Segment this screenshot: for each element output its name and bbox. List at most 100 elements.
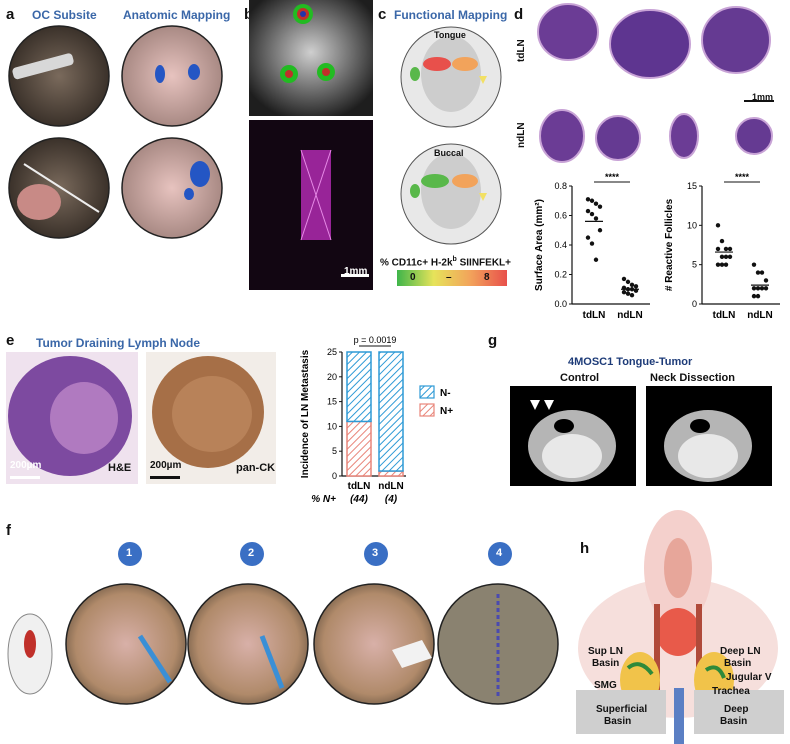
deep-basin-box — [694, 690, 784, 734]
rf-point — [751, 262, 757, 267]
sa-point — [597, 204, 603, 209]
step-1-badge — [118, 542, 142, 566]
rf-point — [715, 262, 721, 267]
step-1-photo — [65, 583, 187, 705]
oc-subsite-title: OC Subsite — [32, 8, 97, 22]
superficial-label: Superficial — [596, 704, 648, 715]
sa-ytick-label: 0.8 — [554, 181, 567, 191]
rf-point — [723, 262, 729, 267]
panel-c-maps — [400, 26, 502, 245]
sa-point — [629, 292, 635, 298]
panel-b-label: b — [244, 6, 254, 23]
sa-ytick-label: 0.4 — [554, 240, 567, 250]
sa-point — [585, 208, 591, 214]
lnm-ytick-label: 0 — [332, 471, 337, 481]
tongue-node-green — [410, 67, 420, 81]
buccal-node-orange — [452, 174, 478, 188]
superficial-basin-label: Basin — [604, 716, 632, 727]
lnm-bar-n-minus — [346, 351, 372, 423]
surface-area-chart: 0.0 0.2 0.4 0.6 0.8 Surface Area (mm²) tdLN ndL… — [534, 172, 650, 321]
he-scale-bar: 200µm — [10, 460, 42, 471]
step-3-photo — [313, 583, 435, 705]
rf-x-label: ndLN — [747, 310, 773, 321]
trachea-shape — [674, 688, 684, 744]
oc-photo-bottom — [8, 137, 110, 239]
tongue-node-yellow — [479, 76, 487, 84]
lnm-percent-label: (44) — [350, 494, 368, 505]
colorbar-min: 0 — [410, 272, 416, 283]
sa-point — [597, 228, 603, 233]
rf-point — [727, 254, 733, 259]
lnm-legend-swatch — [419, 385, 435, 399]
sa-point — [593, 201, 599, 206]
sa-point — [621, 276, 627, 282]
colorbar — [397, 270, 507, 286]
lnm-ytick-label: 20 — [327, 372, 337, 382]
lnm-percent-label: (4) — [385, 494, 398, 505]
rf-point — [719, 238, 725, 244]
panel-a-label: a — [6, 6, 15, 23]
sa-y-label: Surface Area (mm²) — [534, 199, 545, 291]
ln-metastasis-chart: 0 5 10 15 20 25 Incidence of LN Metastasis tdLN… — [300, 335, 453, 505]
deep-ln-label: Deep LN — [720, 646, 761, 657]
panel-d-scale-bar: 1mm — [752, 92, 774, 102]
tongue-node-orange — [452, 57, 478, 71]
lnm-p-value: p = 0.0019 — [354, 335, 397, 345]
rf-point — [715, 223, 721, 228]
lnm-ytick-label: 25 — [327, 347, 337, 357]
sa-point — [585, 235, 591, 240]
sa-point — [621, 290, 627, 295]
lnm-bar-n-plus — [346, 420, 372, 477]
step-4-badge — [488, 542, 512, 566]
superficial-basin-box — [576, 690, 666, 734]
lnm-legend-label: N- — [440, 388, 451, 399]
rf-x-label: tdLN — [713, 310, 736, 321]
panel-e-histology — [6, 352, 276, 484]
rf-point — [727, 246, 733, 252]
panel-f-label: f — [6, 522, 11, 539]
rf-point — [715, 246, 721, 252]
reactive-follicles-chart: 0 5 10 15 # Reactive Follicles tdLN ndLN **** — [664, 172, 780, 321]
panel-d-histology — [537, 3, 774, 163]
pan-ck-scale-bar: 200µm — [150, 460, 182, 471]
deep-basin-box-label: Basin — [720, 716, 748, 727]
rf-point — [723, 246, 729, 252]
sa-x-label: tdLN — [583, 310, 606, 321]
rf-y-label: # Reactive Follicles — [664, 198, 675, 291]
buccal-label: Buccal — [434, 148, 464, 158]
rf-point — [763, 278, 769, 283]
step-2-photo — [187, 583, 309, 705]
panel-b-scale-bar: 1mm — [344, 266, 368, 277]
jugular-label: Jugular V — [726, 672, 772, 683]
rf-point — [755, 286, 761, 291]
sa-ytick-label: 0.2 — [554, 270, 567, 280]
sup-ln-label: Sup LN — [588, 646, 623, 657]
lnm-ytick-label: 15 — [327, 397, 337, 407]
step-2-number: 2 — [248, 547, 255, 559]
pan-ck-stain-label: pan-CK — [236, 462, 276, 474]
sa-ytick-label: 0.6 — [554, 211, 567, 221]
sa-point — [625, 291, 631, 296]
lnm-x-label: tdLN — [348, 481, 371, 492]
rf-point — [751, 286, 757, 291]
colorbar-mid: – — [446, 272, 452, 283]
step-1-number: 1 — [126, 547, 133, 559]
sa-point — [593, 257, 599, 262]
sa-point — [589, 198, 595, 203]
tumor-draining-title: Tumor Draining Lymph Node — [36, 336, 200, 350]
functional-mapping-title: Functional Mapping — [394, 8, 508, 22]
deep-label: Deep — [724, 704, 749, 715]
lnm-ytick-label: 5 — [332, 446, 337, 456]
panel-f-surgery — [7, 542, 559, 705]
step-3-badge — [364, 542, 388, 566]
trachea-label: Trachea — [712, 686, 750, 697]
sa-point — [589, 241, 595, 246]
anatomic-photo-top — [121, 25, 223, 127]
tongue-node-red — [423, 57, 451, 71]
colorbar-title: % CD11c+ H-2kb SIINFEKL+ — [380, 256, 512, 269]
rf-ytick-label: 15 — [687, 181, 697, 191]
anatomic-mapping-title: Anatomic Mapping — [123, 8, 231, 22]
buccal-node-green — [410, 184, 420, 198]
sa-x-label: ndLN — [617, 310, 643, 321]
panel-h-label: h — [580, 540, 590, 557]
